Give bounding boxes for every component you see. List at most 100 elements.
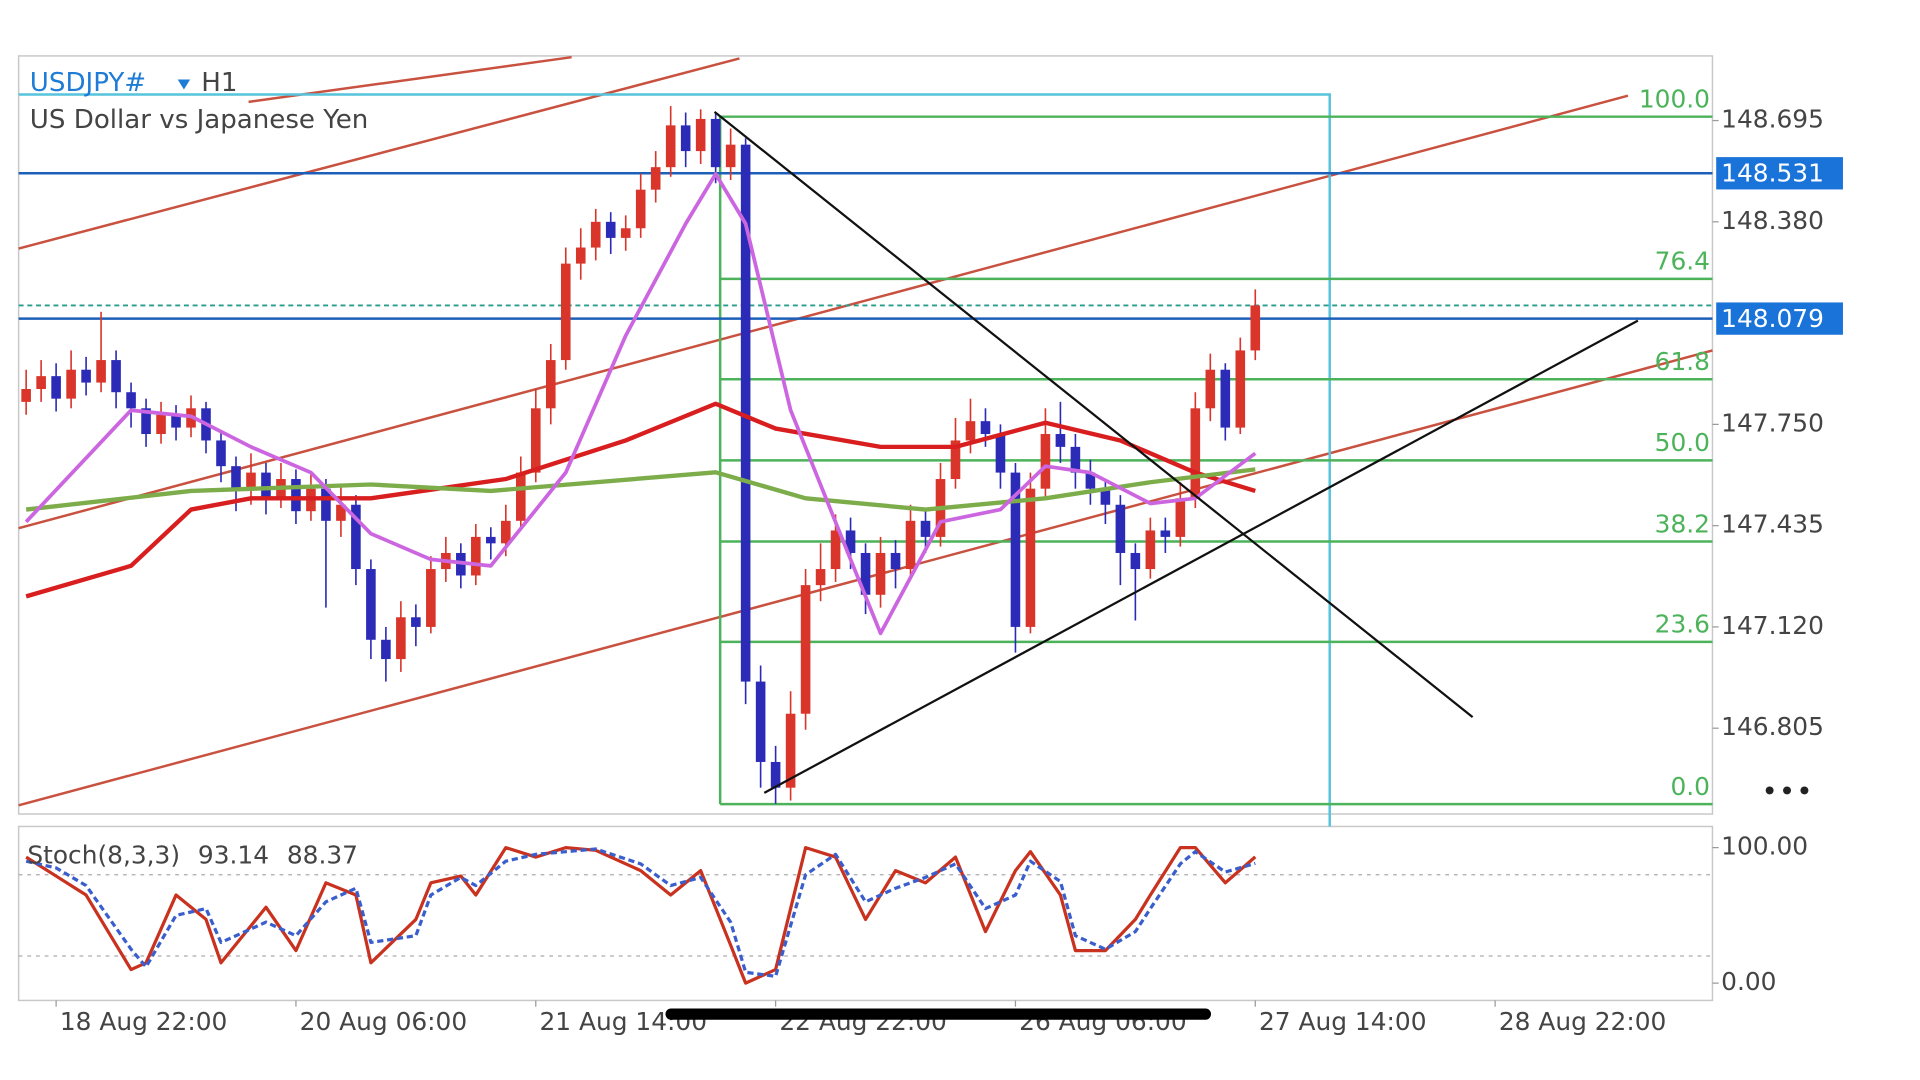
- stoch-line: [25, 847, 1256, 978]
- candle-body: [321, 488, 331, 521]
- candle-body: [51, 376, 61, 399]
- candle-body: [471, 536, 481, 576]
- candle-body: [141, 408, 151, 435]
- moving-average: [25, 401, 1256, 599]
- candle-body: [620, 228, 631, 238]
- x-tick-label: 18 Aug 22:00: [60, 1007, 228, 1036]
- candle-body: [980, 421, 991, 435]
- candle-body: [1175, 498, 1186, 537]
- fib-label: 23.6: [1655, 610, 1710, 639]
- candle-body: [36, 376, 46, 390]
- price-label-box: [1716, 157, 1843, 190]
- y-tick-label: 147.435: [1721, 510, 1824, 539]
- candle-body: [1010, 472, 1021, 627]
- candle-body: [650, 167, 661, 190]
- dot[interactable]: [1800, 786, 1809, 795]
- dot[interactable]: [1765, 786, 1774, 795]
- candle-body: [231, 466, 241, 489]
- candle-body: [246, 472, 256, 489]
- channel-line: [18, 57, 740, 250]
- candle-body: [740, 144, 751, 682]
- candle-body: [21, 389, 31, 402]
- candle-body: [291, 479, 301, 512]
- labels-layer: 148.695 148.380 147.750 147.435 147.120 146.8…: [60, 85, 1843, 1036]
- y-tick-label: 146.805: [1721, 712, 1824, 741]
- x-tick-label: 20 Aug 06:00: [300, 1007, 468, 1036]
- fib-label: 0.0: [1670, 772, 1710, 801]
- symbol[interactable]: USDJPY#: [30, 68, 146, 98]
- candle-body: [680, 125, 691, 152]
- candle-body: [111, 360, 121, 393]
- stoch-name: Stoch(8,3,3): [27, 840, 180, 869]
- candle-body: [1100, 488, 1111, 505]
- fib-label: 76.4: [1655, 247, 1710, 276]
- x-tick-label: 28 Aug 22:00: [1499, 1007, 1667, 1036]
- stoch-label: Stoch(8,3,3) 93.14 88.37: [27, 840, 358, 869]
- candle-body: [845, 530, 856, 553]
- candle-body: [755, 681, 766, 762]
- candle-body: [396, 617, 406, 660]
- dot[interactable]: [1783, 786, 1792, 795]
- candle-body: [995, 434, 1006, 473]
- candle-body: [560, 263, 571, 361]
- fib-label: 50.0: [1655, 428, 1710, 457]
- candle-body: [336, 504, 346, 521]
- channel-line: [18, 94, 1629, 530]
- trend-line: [713, 110, 1474, 718]
- x-tick-label: 27 Aug 14:00: [1259, 1007, 1427, 1036]
- candle-body: [1160, 530, 1171, 537]
- drawing-objects: [17, 55, 1719, 1007]
- candle-body: [710, 118, 721, 168]
- candle-body: [875, 552, 886, 595]
- candle-body: [800, 585, 811, 714]
- stoch-main-value: 93.14: [198, 840, 269, 869]
- candle-body: [1025, 488, 1036, 627]
- stoch-line: [25, 845, 1257, 985]
- fib-label: 100.0: [1639, 85, 1710, 114]
- candle-body: [381, 639, 391, 660]
- moving-average: [24, 172, 1257, 636]
- candle-body: [1070, 446, 1081, 473]
- y-tick-label: 147.120: [1721, 611, 1824, 640]
- candle-body: [590, 221, 601, 248]
- candle-body: [1205, 369, 1216, 409]
- cyan-box: [18, 93, 1331, 827]
- candle-body: [830, 530, 841, 570]
- candle-body: [635, 189, 646, 229]
- candle-body: [81, 369, 91, 383]
- y-tick-label: 148.695: [1721, 105, 1824, 134]
- candle-body: [1250, 305, 1261, 351]
- candle-body: [725, 144, 736, 168]
- symbol-dropdown[interactable]: [177, 79, 191, 90]
- candle-body: [815, 569, 826, 586]
- candle-body: [905, 520, 916, 570]
- candle-body: [695, 118, 706, 152]
- moving-average: [25, 467, 1256, 512]
- candle-body: [1115, 504, 1126, 553]
- candle-body: [545, 360, 556, 409]
- stoch-panel: [17, 825, 1714, 1002]
- candle-body: [1190, 408, 1201, 499]
- candle-body: [860, 552, 871, 595]
- candle-body: [770, 761, 781, 788]
- trend-lines: [713, 110, 1639, 794]
- trend-line: [763, 319, 1639, 794]
- timeframe[interactable]: H1: [201, 68, 237, 98]
- more-menu[interactable]: [1765, 786, 1809, 795]
- candle-body: [1130, 552, 1141, 570]
- candle-body: [426, 569, 436, 627]
- candle-body: [261, 472, 271, 499]
- fib-label: 61.8: [1655, 347, 1710, 376]
- candle-body: [171, 414, 181, 428]
- candle-body: [126, 392, 136, 409]
- channel-lines: [18, 55, 1713, 807]
- stoch-signal-value: 88.37: [287, 840, 358, 869]
- candle-body: [950, 440, 961, 480]
- price-label: 148.079: [1721, 304, 1824, 333]
- candle-body: [156, 414, 166, 435]
- subtitle: US Dollar vs Japanese Yen: [30, 105, 368, 135]
- y-tick-label: 148.380: [1721, 206, 1824, 235]
- candle-body: [1220, 369, 1231, 428]
- candle-body: [96, 360, 106, 383]
